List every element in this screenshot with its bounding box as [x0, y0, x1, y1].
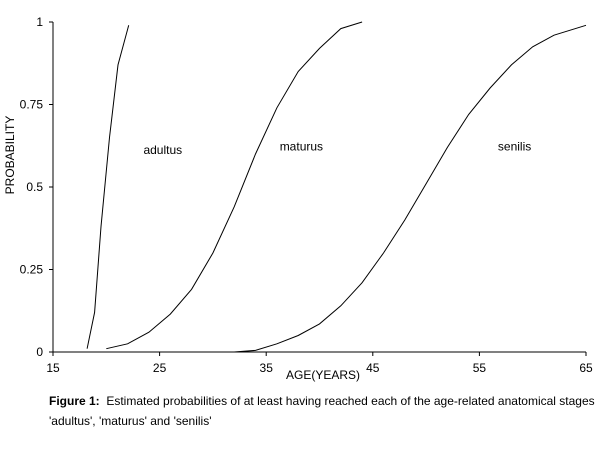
- x-tick-label: 55: [473, 361, 487, 375]
- x-tick-label: 65: [579, 361, 593, 375]
- x-axis-label: AGE(YEARS): [286, 368, 360, 382]
- series-label-maturus: maturus: [280, 140, 323, 154]
- x-tick-label: 45: [366, 361, 380, 375]
- series-label-senilis: senilis: [498, 140, 531, 154]
- x-tick-label: 35: [260, 361, 274, 375]
- series-line-senilis: [234, 24, 587, 353]
- series-line-maturus: [106, 21, 363, 350]
- x-ticks: 15 25 35 45 55 65: [46, 352, 593, 375]
- x-tick-label: 25: [153, 361, 167, 375]
- y-tick-label: 1: [36, 15, 43, 29]
- caption-text: Estimated probabilities of at least havi…: [49, 394, 595, 428]
- y-ticks: 0 0.25 0.5 0.75 1: [20, 15, 53, 359]
- y-tick-label: 0.5: [26, 180, 43, 194]
- figure-caption: Figure 1: Estimated probabilities of at …: [49, 391, 601, 431]
- series-line-adultus: [86, 25, 130, 349]
- plot-area: 0 0.25 0.5 0.75 1 15 25 35 45 55 65 adultus maturu…: [20, 15, 593, 375]
- series-label-adultus: adultus: [143, 143, 182, 157]
- y-tick-label: 0: [36, 345, 43, 359]
- series-lines: [86, 21, 587, 353]
- series-labels: adultus maturus senilis: [143, 140, 531, 157]
- y-tick-label: 0.75: [20, 98, 44, 112]
- y-tick-label: 0.25: [20, 263, 44, 277]
- chart: 0 0.25 0.5 0.75 1 15 25 35 45 55 65 adultus maturu…: [3, 15, 593, 382]
- x-tick-label: 15: [46, 361, 60, 375]
- caption-label: Figure 1:: [49, 394, 100, 408]
- y-axis-label: PROBABILITY: [3, 116, 17, 195]
